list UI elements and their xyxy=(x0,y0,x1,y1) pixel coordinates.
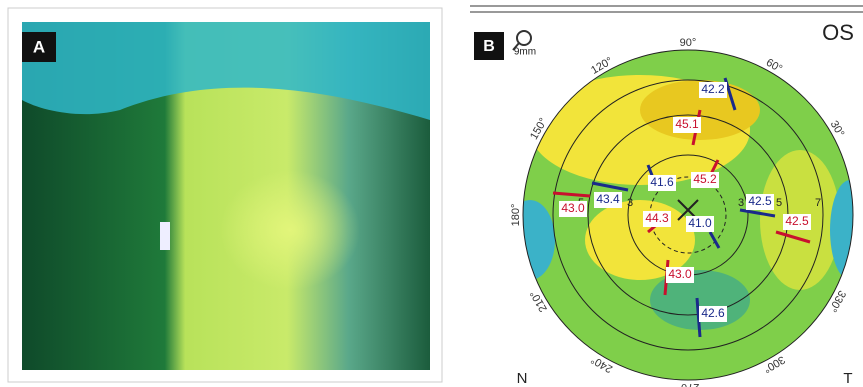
scale-label: 9mm xyxy=(514,47,536,58)
panel-b: B 9mm OS N T xyxy=(470,6,863,387)
ring-label: 7 xyxy=(815,197,821,209)
reading: 43.4 xyxy=(596,192,620,206)
reading: 42.6 xyxy=(701,306,725,320)
ring-label: 3 xyxy=(627,197,633,209)
reading: 45.1 xyxy=(675,117,699,131)
ring-label: 3 xyxy=(738,197,744,209)
reading: 42.2 xyxy=(701,82,725,96)
reading: 43.0 xyxy=(668,267,692,281)
nasal-label: N xyxy=(517,370,528,387)
reading: 41.6 xyxy=(650,175,674,189)
panel-label: B xyxy=(483,38,495,55)
eye-label: OS xyxy=(822,20,854,45)
reflection xyxy=(160,222,170,250)
pupil xyxy=(220,170,360,290)
angle-label: 270° xyxy=(677,381,700,387)
reading: 41.0 xyxy=(688,216,712,230)
panel-label: A xyxy=(33,37,45,56)
ring-label: 5 xyxy=(776,197,782,209)
panel-a: A xyxy=(8,8,442,382)
temporal-label: T xyxy=(843,370,852,387)
reading: 42.5 xyxy=(785,214,809,228)
magnifier-icon xyxy=(517,31,531,45)
reading: 45.2 xyxy=(693,172,717,186)
reading: 43.0 xyxy=(561,201,585,215)
angle-label: 180° xyxy=(510,204,522,227)
angle-label: 90° xyxy=(680,37,697,49)
reading: 42.5 xyxy=(748,194,772,208)
reading: 44.3 xyxy=(645,211,669,225)
figure: A B 9mm OS N T 90°60°30°330°300°270°240°… xyxy=(0,0,863,387)
